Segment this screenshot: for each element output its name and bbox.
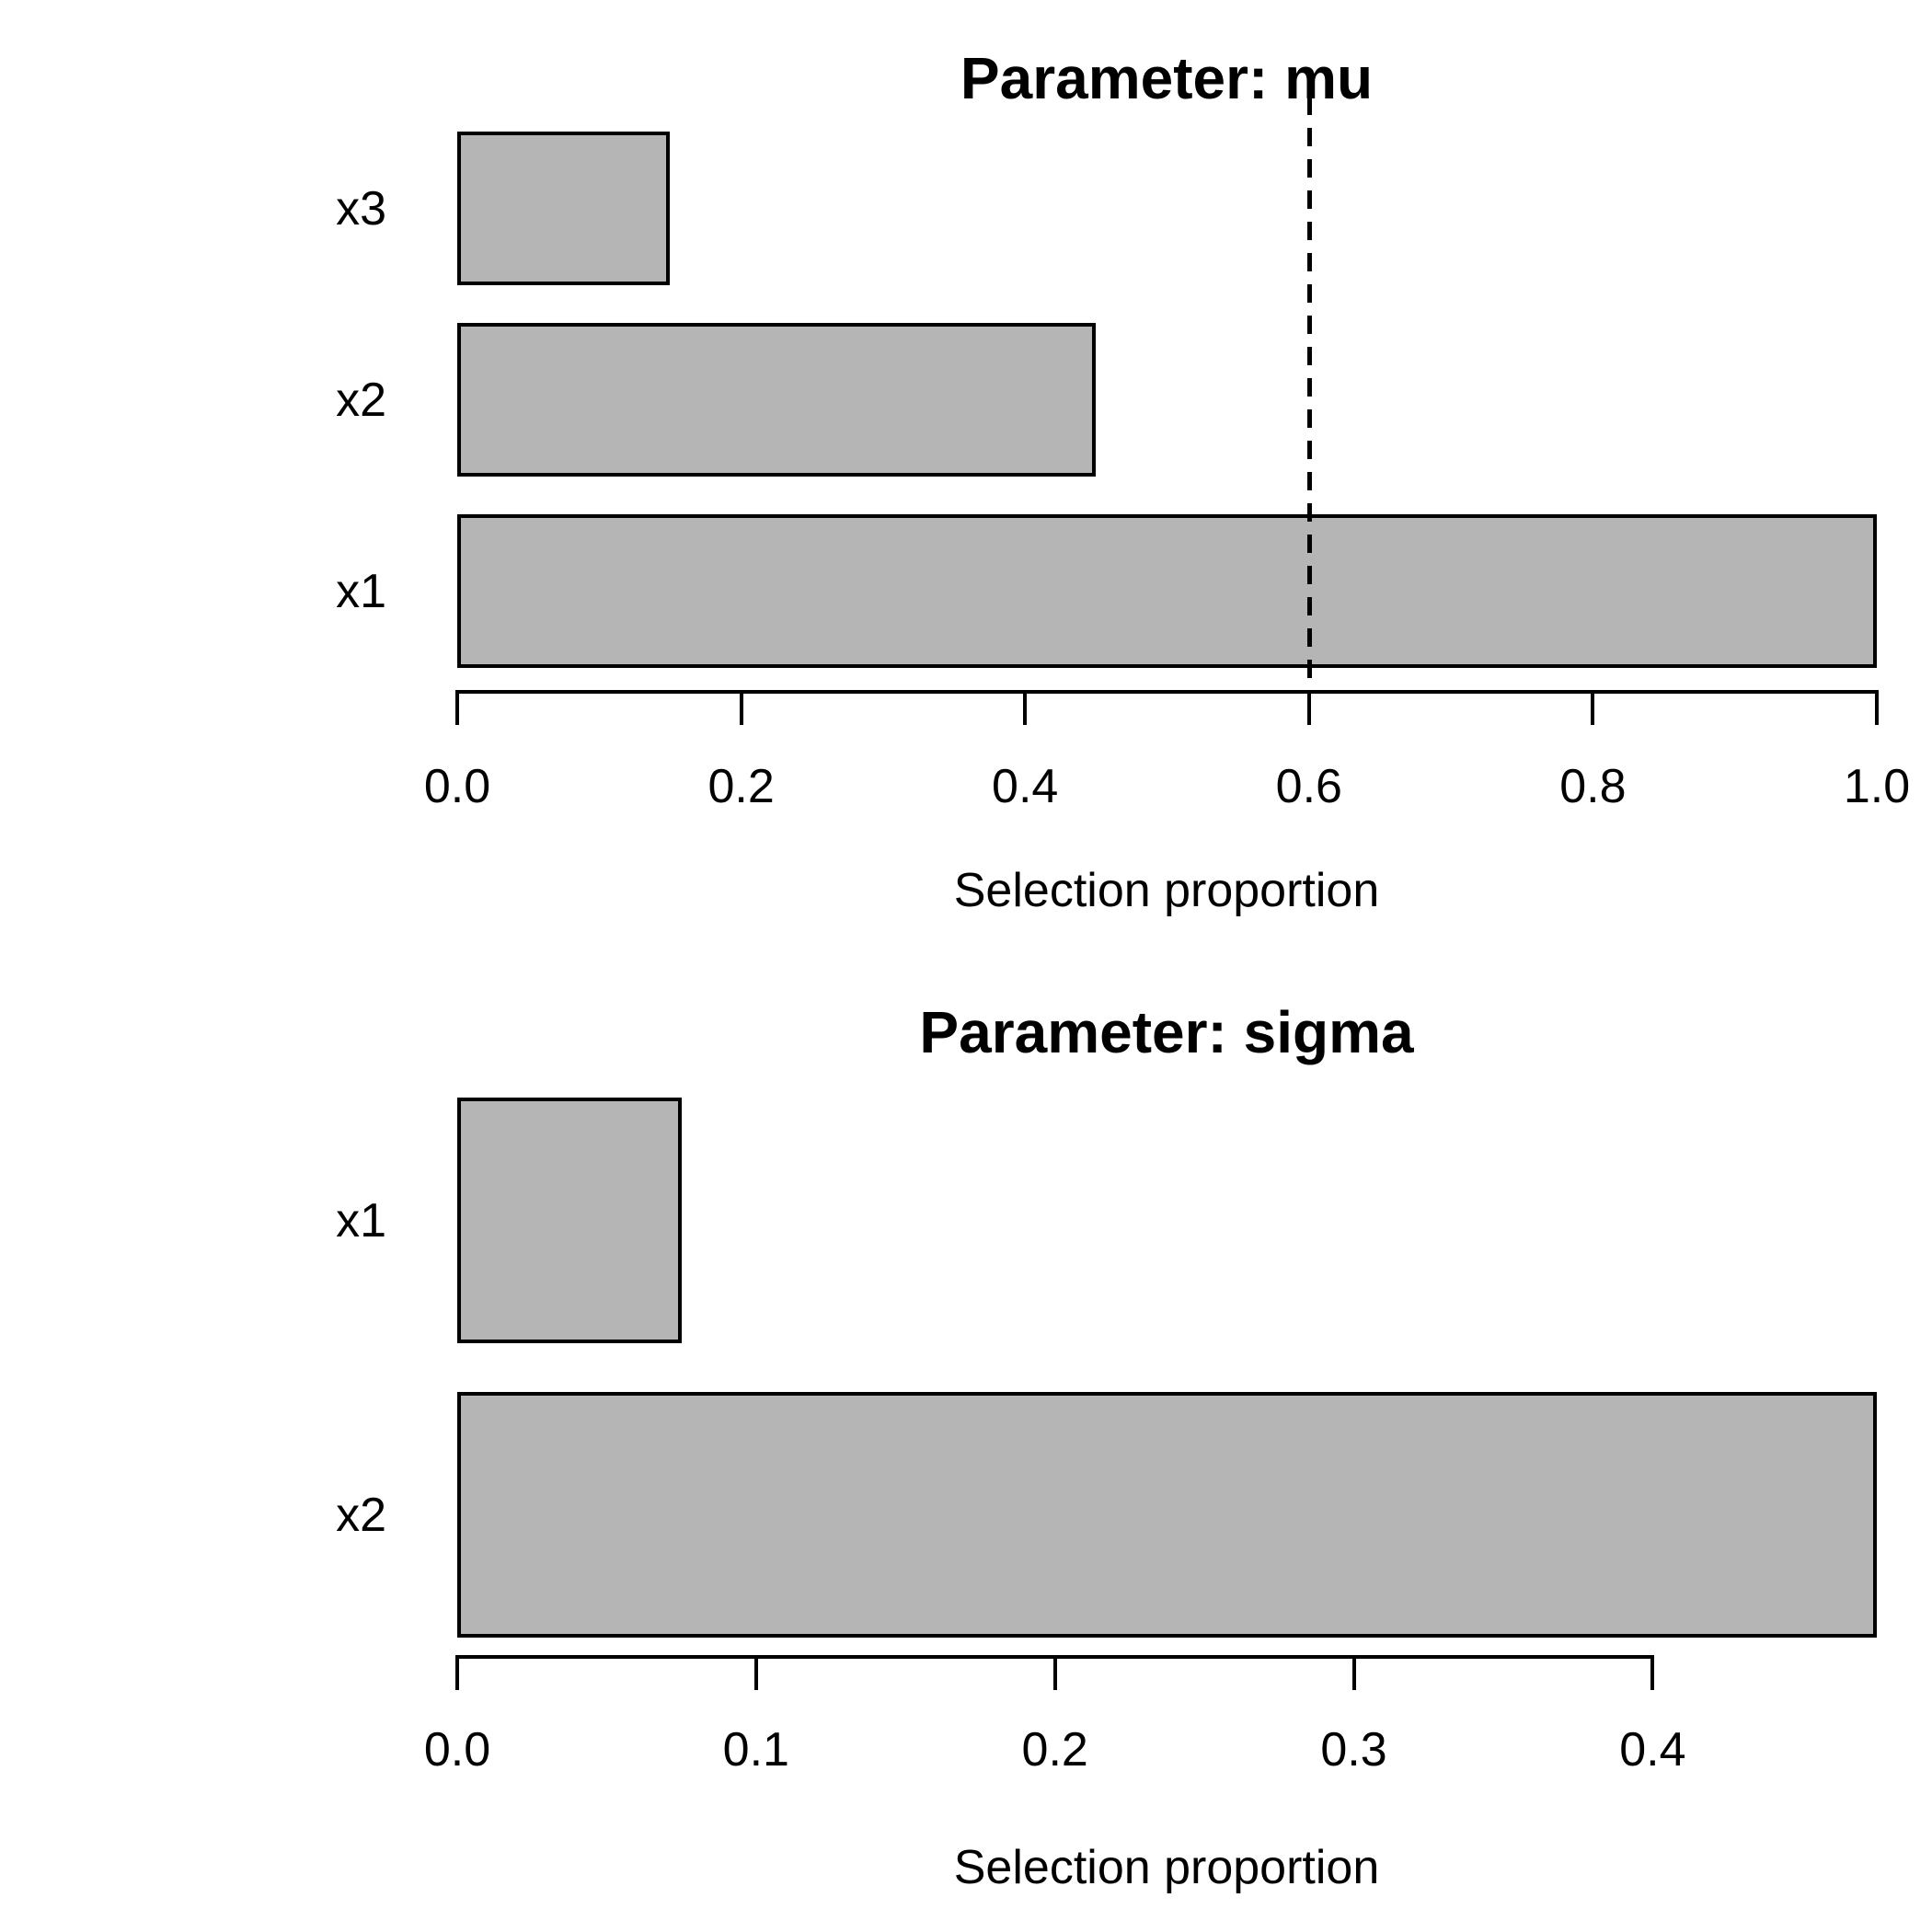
bar-x2 bbox=[457, 323, 1096, 477]
x-tick-label-0.4: 0.4 bbox=[992, 760, 1059, 813]
x-tick-label-0.2: 0.2 bbox=[707, 760, 775, 813]
x-tick-0.2 bbox=[1052, 1659, 1057, 1690]
x-tick-0.4 bbox=[1650, 1659, 1655, 1690]
chart-title-mu: Parameter: mu bbox=[960, 45, 1374, 111]
bar-label-x1: x1 bbox=[336, 564, 386, 618]
bar-x1 bbox=[457, 1098, 682, 1343]
threshold-line bbox=[1307, 97, 1312, 690]
x-axis-label-sigma: Selection proportion bbox=[953, 1841, 1380, 1894]
bar-x3 bbox=[457, 132, 670, 285]
bar-label-x2: x2 bbox=[336, 373, 386, 427]
x-tick-0.6 bbox=[1306, 694, 1311, 725]
x-tick-label-0.0: 0.0 bbox=[423, 1723, 491, 1777]
x-tick-1.0 bbox=[1875, 694, 1879, 725]
x-axis-line bbox=[455, 1655, 1654, 1659]
bar-label-x3: x3 bbox=[336, 181, 386, 236]
x-tick-0.0 bbox=[455, 694, 459, 725]
chart-title-sigma: Parameter: sigma bbox=[919, 999, 1414, 1065]
x-tick-label-0.8: 0.8 bbox=[1559, 760, 1627, 813]
x-tick-0.0 bbox=[455, 1659, 459, 1690]
x-tick-label-0.3: 0.3 bbox=[1320, 1723, 1387, 1777]
x-tick-0.4 bbox=[1023, 694, 1028, 725]
bar-label-x2: x2 bbox=[336, 1488, 386, 1542]
x-tick-label-0.4: 0.4 bbox=[1619, 1723, 1686, 1777]
x-tick-label-1.0: 1.0 bbox=[1843, 760, 1911, 813]
x-tick-0.3 bbox=[1351, 1659, 1356, 1690]
x-tick-0.8 bbox=[1591, 694, 1595, 725]
x-axis-label-mu: Selection proportion bbox=[953, 864, 1380, 917]
x-tick-label-0.1: 0.1 bbox=[722, 1723, 789, 1777]
x-tick-label-0.6: 0.6 bbox=[1275, 760, 1342, 813]
bar-label-x1: x1 bbox=[336, 1193, 386, 1248]
x-tick-0.1 bbox=[753, 1659, 758, 1690]
x-tick-label-0.2: 0.2 bbox=[1021, 1723, 1088, 1777]
x-tick-label-0.0: 0.0 bbox=[423, 760, 491, 813]
x-tick-0.2 bbox=[739, 694, 743, 725]
bar-x2 bbox=[457, 1392, 1877, 1638]
x-axis-line bbox=[455, 690, 1879, 694]
bar-x1 bbox=[457, 514, 1877, 668]
